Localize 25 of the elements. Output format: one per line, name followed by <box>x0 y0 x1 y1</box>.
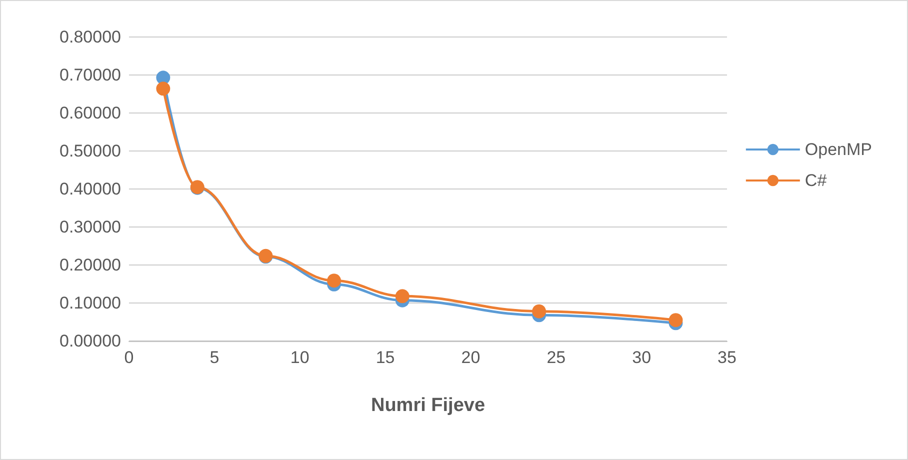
y-tick-label: 0.80000 <box>60 28 121 46</box>
point <box>668 313 683 328</box>
y-tick-label: 0.20000 <box>60 256 121 274</box>
x-tick-label: 30 <box>632 348 652 367</box>
y-tick-label: 0.00000 <box>60 332 121 350</box>
point <box>327 274 342 288</box>
x-tick-label: 10 <box>290 348 310 367</box>
point <box>395 289 410 304</box>
point <box>532 304 546 318</box>
y-tick-label: 0.30000 <box>60 218 121 236</box>
legend-label: C# <box>804 171 828 190</box>
x-axis-title: Numri Fijeve <box>370 395 486 416</box>
x-tick-label: 25 <box>546 348 566 367</box>
point <box>156 82 170 96</box>
x-tick-label: 0 <box>124 348 134 367</box>
x-tick-label: 5 <box>210 348 220 367</box>
x-tick-label: 20 <box>461 348 480 367</box>
y-tick-label: 0.10000 <box>60 294 121 312</box>
y-tick-label: 0.40000 <box>60 180 121 198</box>
y-tick-label: 0.60000 <box>60 104 121 122</box>
x-tick-label: 15 <box>376 348 395 367</box>
y-tick-label: 0.70000 <box>60 66 121 84</box>
legend-label: OpenMP <box>804 140 872 159</box>
x-tick-label: 35 <box>718 348 736 367</box>
y-tick-label: 0.50000 <box>60 142 121 160</box>
